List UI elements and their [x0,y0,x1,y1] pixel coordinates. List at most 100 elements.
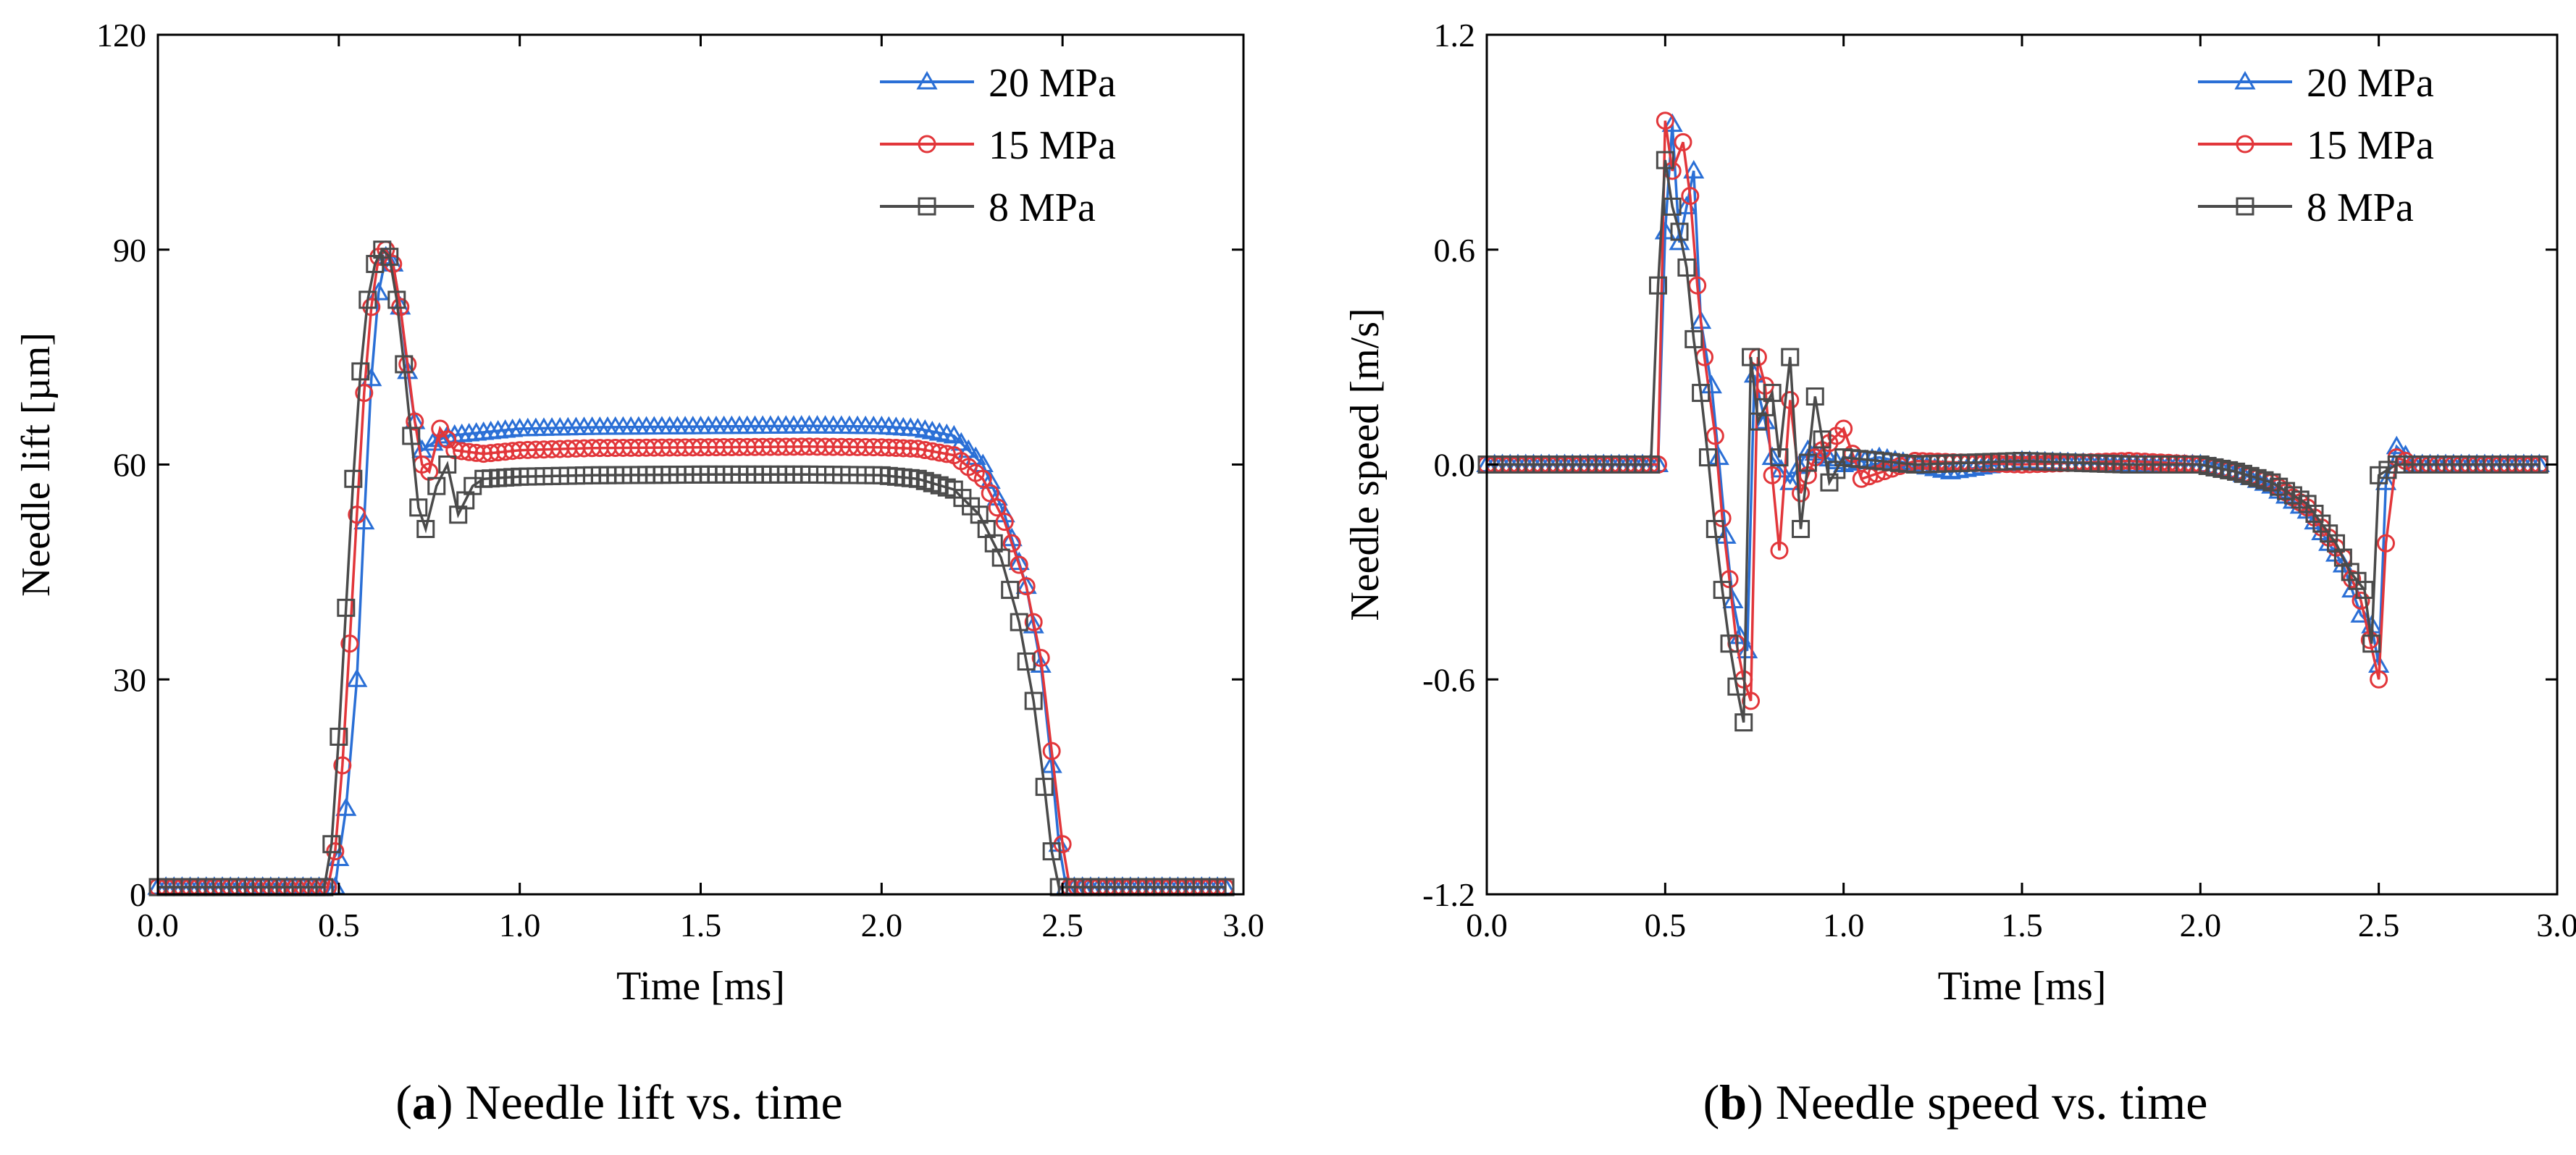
data-point [340,634,359,653]
x-tick-label: 1.0 [499,907,541,944]
legend: 20 MPa 15 MPa 8 MPa [2198,61,2434,230]
data-point [387,290,406,309]
data-point [351,362,370,381]
data-point [1763,384,1782,403]
x-tick-label: 3.0 [1222,907,1264,944]
data-point [1017,652,1036,671]
data-point [901,439,920,458]
series-8-mpa [1477,151,2548,732]
data-point [1681,187,1700,206]
data-point [344,469,363,488]
data-point [1706,520,1724,539]
data-point [1734,713,1753,732]
data-point [1656,112,1674,130]
y-tick-label: 0 [130,876,146,913]
legend-label: 8 MPa [2307,185,2414,230]
data-point [1042,842,1061,861]
data-point [1663,197,1682,216]
data-point [1713,581,1732,600]
data-point [496,442,515,461]
data-point [1041,754,1062,773]
data-point [1683,159,1705,179]
x-tick-label: 1.0 [1823,907,1865,944]
data-point [981,484,999,503]
data-point [1971,455,1993,475]
x-tick-label: 2.5 [2358,907,2400,944]
data-point [438,455,457,474]
data-point [1692,384,1711,403]
data-point [988,498,1007,517]
data-point [943,424,965,444]
x-tick-label: 2.5 [1041,907,1083,944]
data-point [1674,133,1692,151]
data-point [1792,520,1811,539]
x-tick-label: 2.0 [861,907,903,944]
y-tick-label: -1.2 [1422,876,1475,913]
data-point [2350,604,2372,623]
y-axis-title: Needle lift [µm] [14,332,59,597]
data-point [879,438,898,457]
data-point [361,367,382,387]
data-point [489,443,508,462]
caption-b-letter: b [1719,1075,1747,1130]
data-point [1685,329,1703,348]
x-axis-title: Time [ms] [1938,964,2107,1009]
data-point [1648,276,1667,295]
series-20-mpa [147,245,1236,895]
data-point [380,248,399,266]
data-point [995,513,1014,532]
y-tick-label: 30 [113,661,146,698]
data-point [1010,613,1028,631]
chart-needle-lift: 0.0 0.5 1.0 1.5 2.0 2.5 3.0 0 30 60 90 120 Time [ms]… [14,17,1264,1009]
data-point [1813,430,1832,449]
data-point [2362,634,2381,653]
data-point [358,290,377,309]
data-point [979,470,1001,490]
data-point [1024,613,1043,631]
data-point [453,442,471,461]
legend: 20 MPa 15 MPa 8 MPa [880,61,1116,230]
x-axis-title: Time [ms] [616,964,785,1009]
x-tick-label: 1.5 [680,907,722,944]
data-point [402,427,421,445]
legend-marker [2236,135,2254,154]
y-tick-label: 1.2 [1434,17,1476,54]
data-point [1001,581,1020,600]
data-point [333,756,352,775]
series-8-mpa [148,240,1235,896]
data-point [2370,670,2388,689]
legend-label: 15 MPa [989,123,1116,168]
legend-label: 20 MPa [2307,61,2434,106]
data-point [1781,390,1800,409]
chart-needle-speed: 0.0 0.5 1.0 1.5 2.0 2.5 3.0 -1.2 -0.6 0.0 0.6 1.2 Ti… [1343,17,2576,1009]
data-point [1742,348,1761,366]
data-point [1031,649,1050,668]
data-point [1834,419,1853,438]
y-tick-label: 60 [113,447,146,484]
data-point [2351,591,2370,610]
data-point [1670,222,1689,241]
data-point [1779,471,1801,490]
data-point [1720,634,1739,653]
data-point [1023,615,1044,634]
data-point [460,442,479,461]
caption-a-letter: a [412,1075,437,1130]
legend-label: 20 MPa [989,61,1116,106]
data-point [335,797,357,816]
x-tick-label: 0.0 [137,907,179,944]
caption-a: (a) Needle lift vs. time [395,1075,843,1130]
data-point [406,412,424,431]
data-point [872,438,891,457]
data-point [1770,541,1789,560]
data-point [429,428,451,448]
legend-marker [2236,197,2254,216]
series-line [1487,159,2540,723]
series-line [158,254,1225,889]
legend-label: 8 MPa [989,185,1096,230]
data-point [330,727,348,746]
legend-marker [2234,70,2256,90]
data-point [1042,742,1061,760]
caption-b: (b) Needle speed vs. time [1703,1075,2208,1130]
x-tick-label: 1.5 [2001,907,2043,944]
